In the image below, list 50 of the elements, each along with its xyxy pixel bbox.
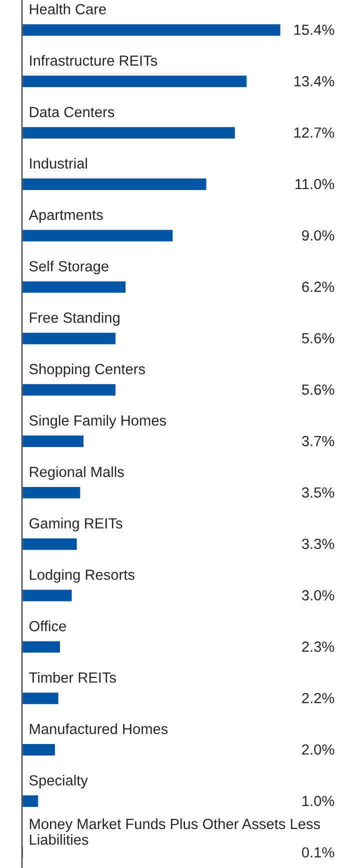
bar <box>22 640 62 654</box>
data-label: 6.2% <box>302 282 334 292</box>
data-label: 13.4% <box>294 76 334 86</box>
bar <box>22 434 85 448</box>
y-tick-label: Regional Malls <box>30 466 124 480</box>
bar <box>22 588 74 603</box>
bar <box>22 22 282 38</box>
y-tick-label: Office <box>29 620 66 632</box>
data-label: 5.6% <box>302 384 334 395</box>
y-tick-label: Timber REITs <box>29 672 116 683</box>
data-label: 12.7% <box>294 127 334 138</box>
data-label: 2.2% <box>302 692 334 704</box>
bar <box>22 742 56 757</box>
data-label: 2.3% <box>302 642 334 652</box>
bar <box>22 536 78 552</box>
bar <box>22 228 174 243</box>
y-tick-label: Industrial <box>30 158 87 169</box>
y-tick-label: Self Storage <box>29 260 108 274</box>
bar <box>22 794 40 808</box>
data-label: 2.0% <box>302 744 334 755</box>
bar <box>22 691 60 706</box>
bar <box>22 126 236 140</box>
y-tick-label: Money Market Funds Plus Other Assets Less Liabilities <box>30 818 320 845</box>
y-tick-label: Gaming REITs <box>29 518 122 532</box>
data-label: 0.1% <box>302 847 334 858</box>
y-tick-label: Specialty <box>29 774 88 788</box>
bar <box>22 74 248 89</box>
y-tick-label: Manufactured Homes <box>30 723 168 734</box>
data-label: 1.0% <box>302 796 334 806</box>
y-tick-label: Free Standing <box>30 312 120 326</box>
data-label: 3.0% <box>302 590 334 600</box>
data-label: 3.7% <box>302 436 334 446</box>
data-label: 11.0% <box>295 178 334 190</box>
bar <box>22 382 117 397</box>
y-tick-label: Lodging Resorts <box>30 569 134 583</box>
data-label: 5.6% <box>302 333 334 344</box>
data-label: 15.4% <box>294 24 334 35</box>
bar <box>22 280 127 294</box>
data-label: 3.5% <box>302 487 334 498</box>
data-label: 9.0% <box>302 230 334 241</box>
y-tick-label: Data Centers <box>30 106 114 118</box>
bar <box>22 331 117 346</box>
bar <box>22 177 208 192</box>
y-tick-label: Health Care <box>30 4 106 14</box>
y-tick-label: Shopping Centers <box>29 364 145 378</box>
bar <box>22 486 82 500</box>
y-tick-label: Infrastructure REITs <box>30 55 158 66</box>
y-tick-label: Apartments <box>28 210 103 223</box>
data-label: 3.3% <box>302 538 334 550</box>
y-tick-label: Single Family Homes <box>29 414 166 429</box>
